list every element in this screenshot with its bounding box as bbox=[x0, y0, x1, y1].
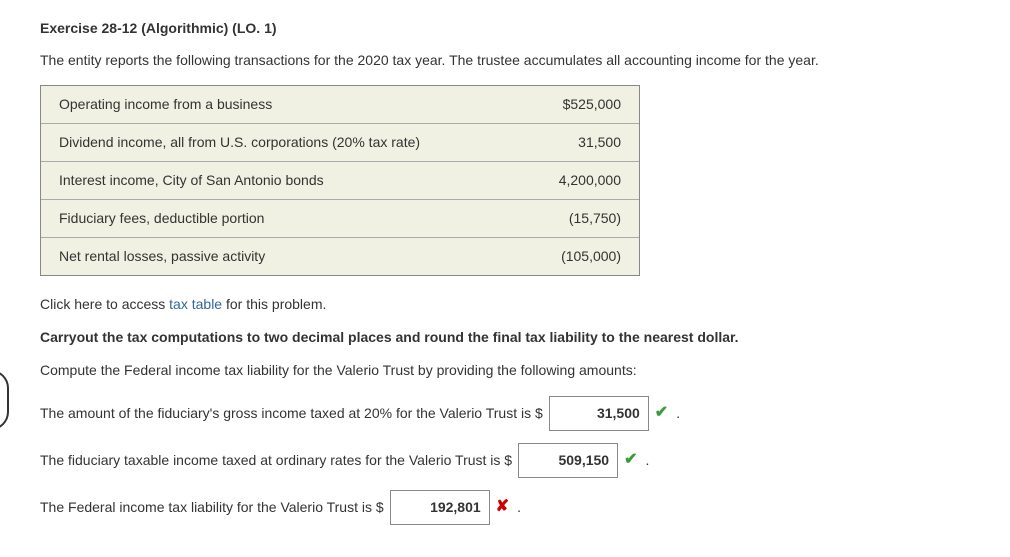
answer-input-3[interactable]: 192,801 bbox=[390, 490, 490, 525]
check-icon: ✔ bbox=[655, 399, 668, 428]
table-row: Dividend income, all from U.S. corporati… bbox=[41, 124, 639, 162]
transactions-table: Operating income from a business $525,00… bbox=[40, 85, 640, 276]
row-label: Dividend income, all from U.S. corporati… bbox=[41, 124, 489, 162]
compute-instruction: Compute the Federal income tax liability… bbox=[40, 358, 980, 383]
table-row: Net rental losses, passive activity (105… bbox=[41, 238, 639, 275]
exercise-title: Exercise 28-12 (Algorithmic) (LO. 1) bbox=[40, 20, 980, 36]
answer-row-1: The amount of the fiduciary's gross inco… bbox=[40, 396, 980, 431]
answer-text: The Federal income tax liability for the… bbox=[40, 495, 384, 520]
row-label: Net rental losses, passive activity bbox=[41, 238, 489, 275]
instruction-bold: Carryout the tax computations to two dec… bbox=[40, 325, 980, 350]
row-label: Operating income from a business bbox=[41, 86, 489, 124]
cross-icon: ✘ bbox=[496, 493, 509, 522]
period: . bbox=[517, 495, 521, 520]
row-value: 4,200,000 bbox=[489, 162, 639, 200]
row-value: 31,500 bbox=[489, 124, 639, 162]
row-label: Fiduciary fees, deductible portion bbox=[41, 200, 489, 238]
answer-text: The amount of the fiduciary's gross inco… bbox=[40, 401, 543, 426]
check-icon: ✔ bbox=[624, 446, 637, 475]
table-row: Operating income from a business $525,00… bbox=[41, 86, 639, 124]
row-value: (15,750) bbox=[489, 200, 639, 238]
answer-input-2[interactable]: 509,150 bbox=[518, 443, 618, 478]
left-arc-decoration bbox=[0, 370, 9, 430]
tax-table-link[interactable]: tax table bbox=[169, 296, 222, 312]
answer-input-1[interactable]: 31,500 bbox=[549, 396, 649, 431]
row-value: (105,000) bbox=[489, 238, 639, 275]
period: . bbox=[645, 448, 649, 473]
table-row: Fiduciary fees, deductible portion (15,7… bbox=[41, 200, 639, 238]
row-value: $525,000 bbox=[489, 86, 639, 124]
period: . bbox=[676, 401, 680, 426]
intro-text: The entity reports the following transac… bbox=[40, 50, 980, 71]
answer-row-2: The fiduciary taxable income taxed at or… bbox=[40, 443, 980, 478]
access-prefix: Click here to access bbox=[40, 296, 169, 312]
answer-text: The fiduciary taxable income taxed at or… bbox=[40, 448, 512, 473]
access-suffix: for this problem. bbox=[222, 296, 326, 312]
access-line: Click here to access tax table for this … bbox=[40, 292, 980, 317]
table-row: Interest income, City of San Antonio bon… bbox=[41, 162, 639, 200]
answer-row-3: The Federal income tax liability for the… bbox=[40, 490, 980, 525]
row-label: Interest income, City of San Antonio bon… bbox=[41, 162, 489, 200]
